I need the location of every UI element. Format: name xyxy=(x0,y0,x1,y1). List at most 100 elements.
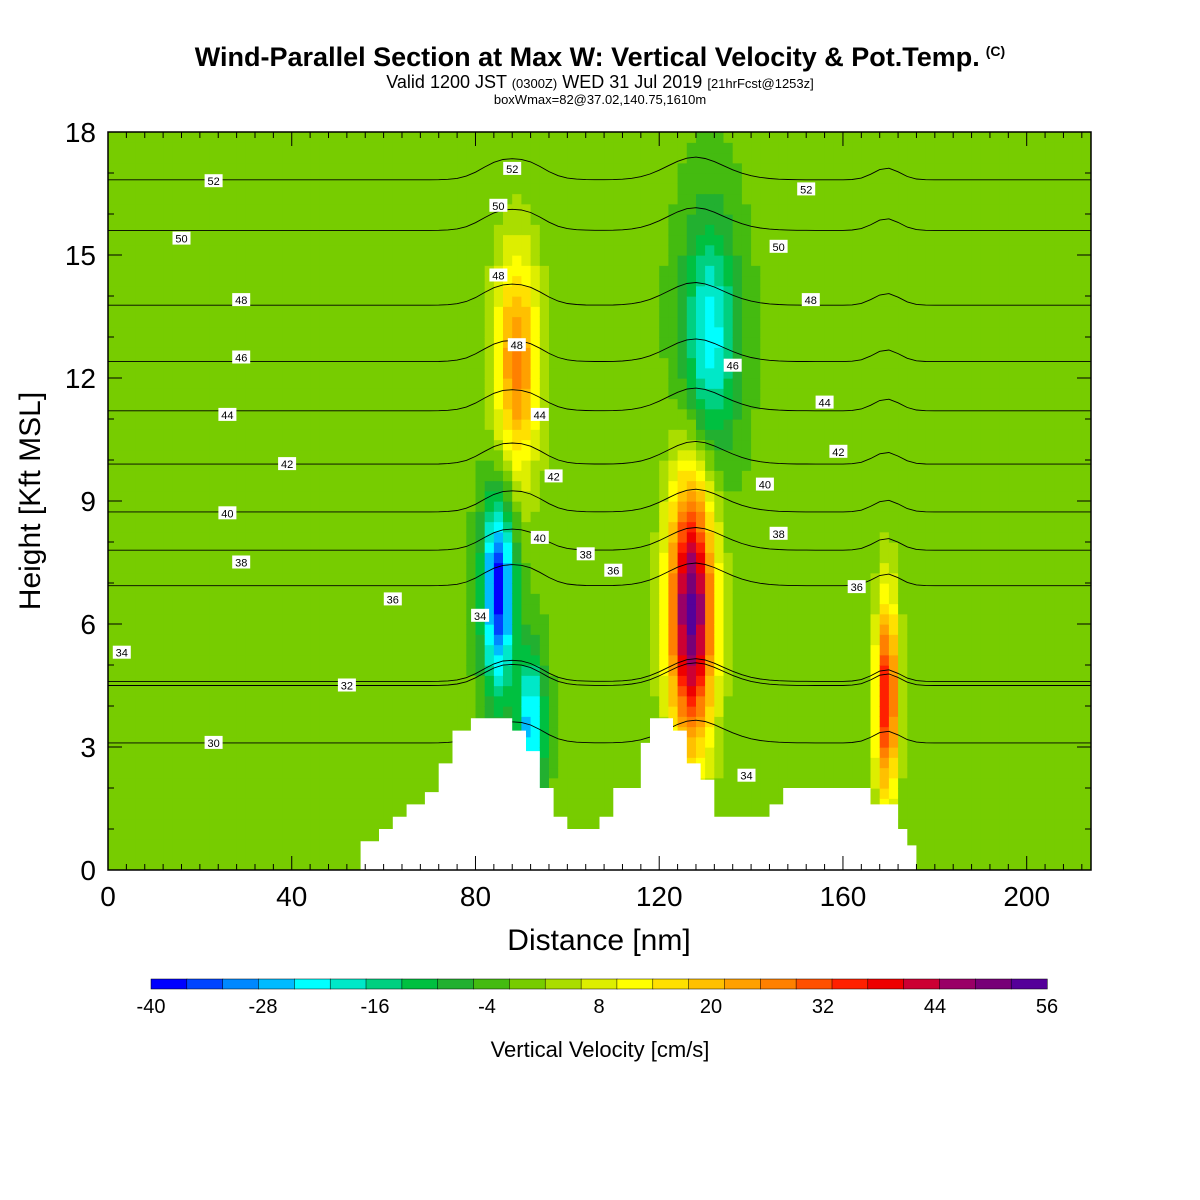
theta-contour-46 xyxy=(108,338,1091,363)
y-tick-9: 9 xyxy=(80,486,96,517)
x-tick-0: 0 xyxy=(100,881,116,912)
colorbar-swatch xyxy=(294,978,331,990)
x-tick-40: 40 xyxy=(276,881,307,912)
theta-contour-32 xyxy=(108,662,1091,686)
contour-label-46: 46 xyxy=(232,350,251,365)
colorbar-tick--16: -16 xyxy=(361,996,390,1018)
contour-label-44: 44 xyxy=(530,407,549,422)
colorbar-tick-44: 44 xyxy=(924,996,946,1018)
colorbar-swatch xyxy=(401,978,439,990)
theta-contour-34 xyxy=(108,658,1091,682)
theta-contour-44 xyxy=(108,387,1091,412)
x-tick-80: 80 xyxy=(460,881,491,912)
colorbar-swatch xyxy=(867,978,905,990)
contour-label-46: 46 xyxy=(723,358,742,373)
colorbar-tick--28: -28 xyxy=(249,996,278,1018)
y-tick-6: 6 xyxy=(80,609,96,640)
x-tick-120: 120 xyxy=(636,881,683,912)
colorbar-swatch xyxy=(724,978,761,990)
potential-temperature-contours xyxy=(108,156,1091,744)
contour-label-34: 34 xyxy=(112,645,131,660)
contour-label-42: 42 xyxy=(278,457,297,471)
x-tick-200: 200 xyxy=(1003,881,1050,912)
contour-label-52: 52 xyxy=(797,182,816,196)
colorbar-swatch xyxy=(903,978,940,990)
valid-utc: (0300Z) xyxy=(511,76,558,91)
y-tick-3: 3 xyxy=(80,732,96,763)
y-tick-15: 15 xyxy=(65,240,96,271)
theta-contour-30 xyxy=(108,719,1091,744)
theta-contour-38 xyxy=(108,527,1091,551)
contour-label-36: 36 xyxy=(383,592,402,606)
contour-labels: 52 50 48 46 44 42 40 38 36 34 32 30 52 50 48 48 44 42 40 38… xyxy=(112,161,866,783)
vertical-velocity-field xyxy=(108,132,1091,870)
valid-date: WED 31 Jul 2019 xyxy=(562,72,703,92)
colorbar-swatch xyxy=(975,978,1012,990)
colorbar-swatch xyxy=(222,978,260,990)
contour-label-40: 40 xyxy=(218,506,237,520)
contour-label-36: 36 xyxy=(604,563,623,578)
colorbar-swatch xyxy=(616,978,654,990)
colorbar-tick-labels: -40 -28 -16 -4 8 20 32 44 56 xyxy=(137,996,1059,1018)
colorbar-swatch xyxy=(831,978,869,990)
colorbar-swatch xyxy=(652,978,690,990)
contour-label-42: 42 xyxy=(829,444,848,459)
contour-label-42: 42 xyxy=(544,469,563,483)
colorbar-swatch xyxy=(939,978,976,990)
colorbar-swatch xyxy=(795,978,833,990)
axis-ticks xyxy=(107,131,1091,871)
contour-label-52: 52 xyxy=(503,161,522,176)
colorbar-swatch xyxy=(258,978,295,990)
colorbar-swatch xyxy=(473,978,510,990)
forecast-info: [21hrFcst@1253z] xyxy=(707,76,814,91)
contour-label-38: 38 xyxy=(232,555,251,570)
colorbar-swatch xyxy=(580,978,618,990)
contour-label-34: 34 xyxy=(737,768,756,783)
valid-prefix: Valid 1200 JST xyxy=(386,72,507,92)
colorbar-swatch xyxy=(365,978,403,990)
theta-contour-40 xyxy=(108,488,1091,513)
y-tick-18: 18 xyxy=(65,117,96,148)
x-tick-labels: 0 40 80 120 160 200 xyxy=(100,881,1050,912)
chart-subtitle: Valid 1200 JST (0300Z) WED 31 Jul 2019 [… xyxy=(0,72,1200,93)
title-main: Wind-Parallel Section at Max W: Vertical… xyxy=(194,42,980,72)
y-axis-label: Height [Kft MSL] xyxy=(14,392,47,610)
copyright-mark: (C) xyxy=(985,43,1006,59)
colorbar xyxy=(150,978,1048,990)
theta-contour-48 xyxy=(108,282,1091,306)
contour-label-52: 52 xyxy=(204,174,223,188)
contour-label-48: 48 xyxy=(489,268,508,283)
contour-label-48: 48 xyxy=(232,293,251,307)
colorbar-swatch xyxy=(544,978,582,990)
contour-label-44: 44 xyxy=(218,407,237,422)
colorbar-tick-8: 8 xyxy=(593,996,604,1018)
contour-label-40: 40 xyxy=(530,530,549,545)
colorbar-swatch xyxy=(509,978,546,990)
contour-label-50: 50 xyxy=(172,231,191,246)
colorbar-label: Vertical Velocity [cm/s] xyxy=(491,1037,710,1062)
x-axis-label: Distance [nm] xyxy=(507,924,690,957)
contour-label-50: 50 xyxy=(489,198,508,213)
colorbar-swatch xyxy=(760,978,797,990)
colorbar-swatch xyxy=(186,978,224,990)
y-tick-12: 12 xyxy=(65,363,96,394)
theta-contour-36 xyxy=(108,562,1091,587)
contour-label-44: 44 xyxy=(815,395,834,410)
chart-title: Wind-Parallel Section at Max W: Vertical… xyxy=(0,42,1200,73)
colorbar-swatch xyxy=(688,978,725,990)
contour-label-40: 40 xyxy=(755,477,774,492)
contour-label-38: 38 xyxy=(769,526,788,541)
contour-label-36: 36 xyxy=(847,580,866,594)
contour-label-30: 30 xyxy=(204,735,223,750)
colorbar-swatch xyxy=(150,978,188,990)
y-tick-0: 0 xyxy=(80,855,96,886)
terrain xyxy=(108,718,1091,870)
theta-contour-52 xyxy=(108,156,1091,181)
colorbar-swatch xyxy=(437,978,475,990)
colorbar-tick-20: 20 xyxy=(700,996,722,1018)
contour-label-48: 48 xyxy=(507,338,526,352)
colorbar-tick--40: -40 xyxy=(137,996,166,1018)
colorbar-tick-32: 32 xyxy=(812,996,834,1018)
box-info: boxWmax=82@37.02,140.75,1610m xyxy=(493,92,707,107)
